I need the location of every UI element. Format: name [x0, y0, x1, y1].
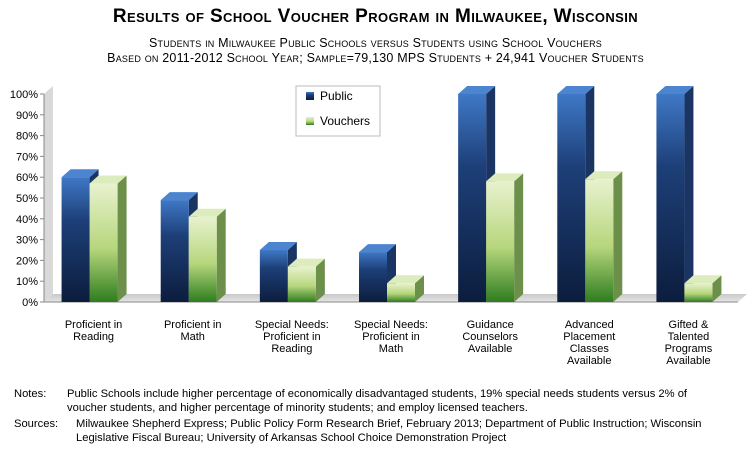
sources-text: Milwaukee Shepherd Express; Public Polic…	[76, 418, 702, 444]
legend-swatch	[306, 117, 314, 125]
y-tick-label: 50%	[16, 193, 38, 205]
bar-vouchers	[585, 171, 623, 302]
y-tick-label: 40%	[16, 214, 38, 226]
chart-subtitle-line1: Students in Milwaukee Public Schools ver…	[148, 36, 603, 50]
legend-label: Vouchers	[320, 114, 370, 128]
chart-subtitle-line2: Based on 2011-2012 School Year; Sample=7…	[107, 51, 644, 65]
x-tick-label: Advanced Placement Classes Available	[563, 319, 615, 367]
x-tick-label: Gifted & Talented Programs Available	[665, 319, 713, 367]
bar-vouchers	[287, 258, 325, 302]
y-tick-label: 80%	[16, 131, 38, 143]
y-tick-label: 30%	[16, 235, 38, 247]
side-wall	[44, 86, 53, 302]
notes-label: Notes:	[14, 388, 47, 400]
bar-vouchers	[486, 173, 524, 302]
y-tick-label: 100%	[10, 89, 38, 101]
sources-label: Sources:	[14, 418, 59, 430]
y-tick-label: 20%	[16, 255, 38, 267]
x-tick-label: Guidance Counselors Available	[462, 319, 518, 355]
y-tick-label: 70%	[16, 151, 38, 163]
bar-public	[656, 86, 694, 302]
legend-swatch	[306, 92, 314, 100]
bar-vouchers	[89, 175, 127, 302]
y-tick-label: 0%	[22, 297, 38, 309]
x-tick-label: Special Needs: Proficient in Reading	[255, 319, 329, 355]
bar-chart: 0% 10% 20% 30% 40% 50% 60% 70% 80% 90% 100% Profic…	[10, 85, 747, 367]
chart-title: Results of School Voucher Program in Mil…	[112, 6, 639, 27]
bar-vouchers	[188, 208, 226, 302]
x-tick-label: Proficient in Reading	[65, 319, 122, 343]
y-tick-label: 90%	[16, 110, 38, 122]
notes-text: Public Schools include higher percentage…	[67, 388, 688, 414]
x-tick-label: Special Needs: Proficient in Math	[354, 319, 428, 355]
legend-label: Public	[320, 89, 353, 103]
bar-vouchers	[387, 275, 424, 302]
y-tick-label: 10%	[16, 276, 38, 288]
bar-vouchers	[684, 275, 722, 302]
y-tick-label: 60%	[16, 172, 38, 184]
x-tick-label: Proficient in Math	[164, 319, 221, 343]
